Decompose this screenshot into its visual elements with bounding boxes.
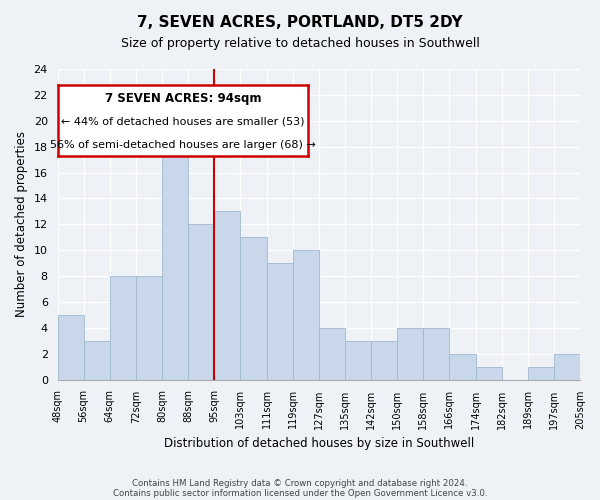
Text: 7, SEVEN ACRES, PORTLAND, DT5 2DY: 7, SEVEN ACRES, PORTLAND, DT5 2DY	[137, 15, 463, 30]
Text: Contains public sector information licensed under the Open Government Licence v3: Contains public sector information licen…	[113, 488, 487, 498]
Bar	[371, 340, 397, 380]
Text: 7 SEVEN ACRES: 94sqm: 7 SEVEN ACRES: 94sqm	[104, 92, 261, 106]
Bar	[266, 263, 293, 380]
Bar	[449, 354, 476, 380]
Bar	[214, 212, 241, 380]
Bar	[136, 276, 162, 380]
Bar	[188, 224, 214, 380]
Text: Size of property relative to detached houses in Southwell: Size of property relative to detached ho…	[121, 38, 479, 51]
Bar	[241, 237, 266, 380]
Bar	[345, 340, 371, 380]
Bar	[476, 366, 502, 380]
Text: 56% of semi-detached houses are larger (68) →: 56% of semi-detached houses are larger (…	[50, 140, 316, 150]
Bar	[554, 354, 580, 380]
Y-axis label: Number of detached properties: Number of detached properties	[15, 132, 28, 318]
Bar	[293, 250, 319, 380]
X-axis label: Distribution of detached houses by size in Southwell: Distribution of detached houses by size …	[164, 437, 474, 450]
Bar	[83, 340, 110, 380]
Bar	[528, 366, 554, 380]
Text: Contains HM Land Registry data © Crown copyright and database right 2024.: Contains HM Land Registry data © Crown c…	[132, 478, 468, 488]
Bar	[319, 328, 345, 380]
Bar	[423, 328, 449, 380]
Bar	[110, 276, 136, 380]
Text: ← 44% of detached houses are smaller (53): ← 44% of detached houses are smaller (53…	[61, 116, 305, 126]
Bar	[58, 315, 83, 380]
Bar	[397, 328, 423, 380]
Bar	[162, 134, 188, 380]
